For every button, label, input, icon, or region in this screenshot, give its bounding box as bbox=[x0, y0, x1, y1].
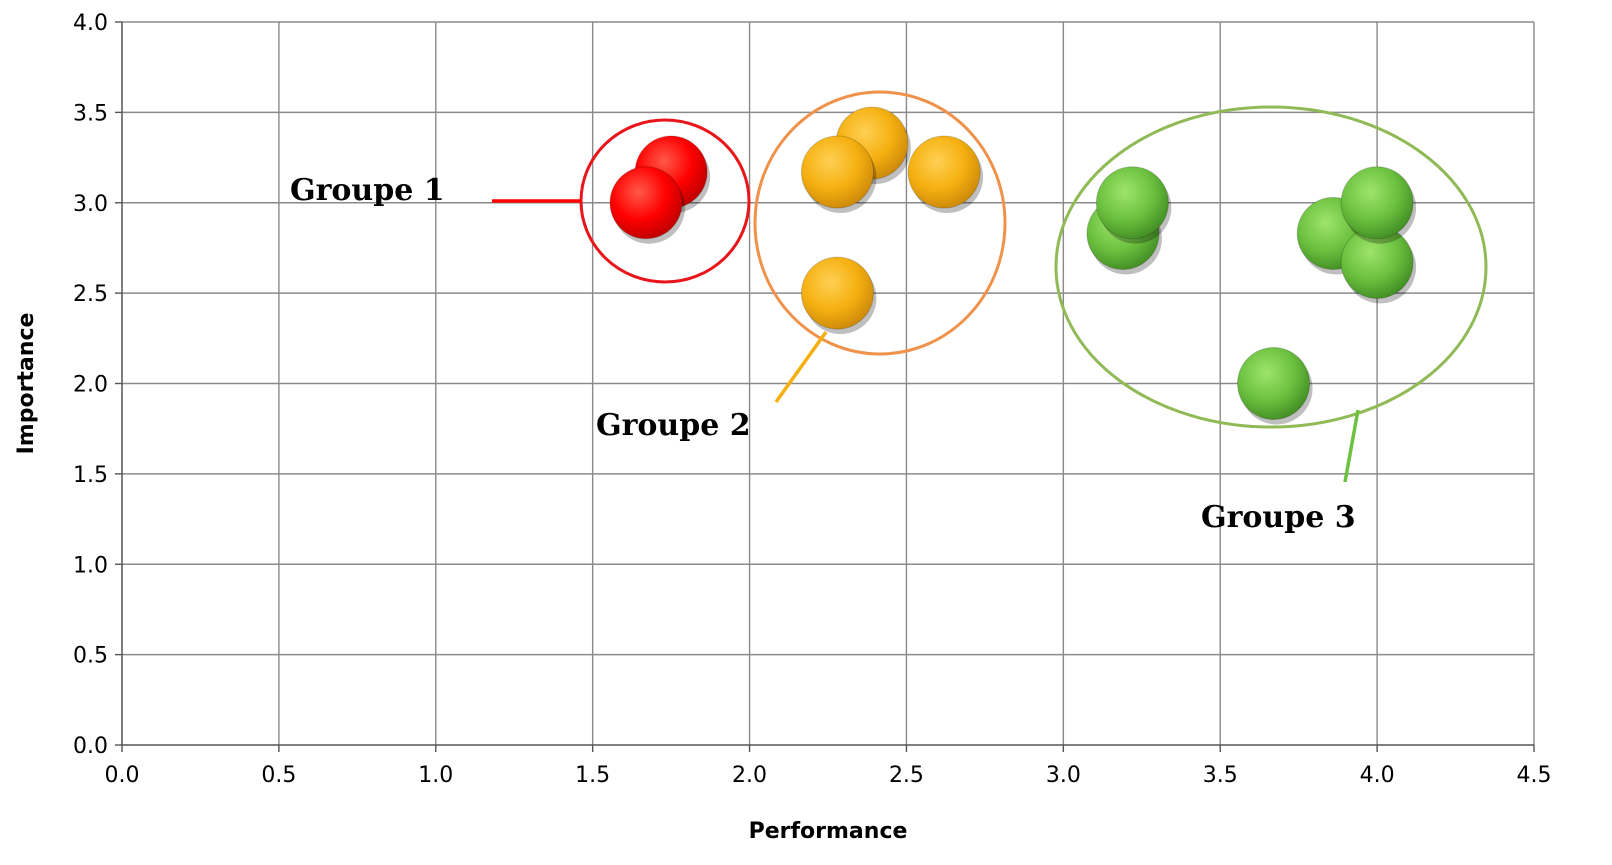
groupe-2-ellipse bbox=[753, 90, 1007, 356]
groupe-3-point bbox=[1340, 225, 1417, 304]
groupe-3-ellipse bbox=[1054, 105, 1488, 429]
point-marker bbox=[800, 135, 874, 209]
groupe-2-point bbox=[800, 135, 877, 214]
groupe-1-point bbox=[609, 166, 686, 244]
groupe-2-label: Groupe 2 bbox=[596, 408, 751, 443]
x-axis-title: Performance bbox=[749, 819, 908, 844]
groupe-1-label: Groupe 1 bbox=[290, 173, 445, 208]
x-tick-label: 1.5 bbox=[575, 763, 610, 788]
x-tick-label: 2.0 bbox=[732, 763, 767, 788]
groupe-2-point bbox=[907, 135, 984, 214]
x-tick-label: 4.5 bbox=[1517, 763, 1552, 788]
x-tick-label: 0.5 bbox=[261, 763, 296, 788]
point-marker bbox=[800, 256, 874, 330]
y-axis-title: Importance bbox=[14, 313, 39, 455]
point-marker bbox=[1340, 166, 1414, 240]
groupe-2-leader-line bbox=[774, 330, 828, 404]
groupe-3-point bbox=[1237, 347, 1313, 425]
x-tick-label: 4.0 bbox=[1360, 763, 1395, 788]
point-marker bbox=[907, 135, 981, 209]
point-marker bbox=[1095, 166, 1169, 240]
y-tick-label: 0.5 bbox=[73, 644, 108, 669]
group-annotations: Groupe 1 Groupe 2 Groupe 3 bbox=[290, 90, 1488, 535]
x-tick-label: 2.5 bbox=[889, 763, 924, 788]
y-tick-label: 1.0 bbox=[73, 553, 108, 578]
x-tick-label: 0.0 bbox=[105, 763, 140, 788]
y-tick-label: 3.5 bbox=[73, 101, 108, 126]
axes: 0.0 0.5 1.0 1.5 2.0 2.5 3.0 3.5 4.0 4.5 0.0 0.5 1.0 1… bbox=[73, 11, 1552, 788]
y-tick-label: 2.5 bbox=[73, 282, 108, 307]
y-tick-label: 2.0 bbox=[73, 373, 108, 398]
x-tick-label: 3.5 bbox=[1203, 763, 1238, 788]
y-tick-label: 1.5 bbox=[73, 463, 108, 488]
point-marker bbox=[609, 166, 683, 240]
point-marker bbox=[1237, 347, 1311, 420]
groupe-3-label: Groupe 3 bbox=[1201, 500, 1356, 535]
groupe-3-leader-line bbox=[1343, 409, 1360, 483]
groupe-2-point bbox=[800, 256, 877, 335]
y-tick-label: 0.0 bbox=[73, 734, 108, 759]
groupe-3-point bbox=[1340, 166, 1417, 244]
y-tick-label: 3.0 bbox=[73, 192, 108, 217]
data-points bbox=[609, 106, 1417, 425]
x-tick-label: 3.0 bbox=[1046, 763, 1081, 788]
groupe-3-point bbox=[1095, 166, 1172, 244]
grid bbox=[122, 21, 1535, 745]
y-tick-label: 4.0 bbox=[73, 11, 108, 36]
x-tick-label: 1.0 bbox=[418, 763, 453, 788]
